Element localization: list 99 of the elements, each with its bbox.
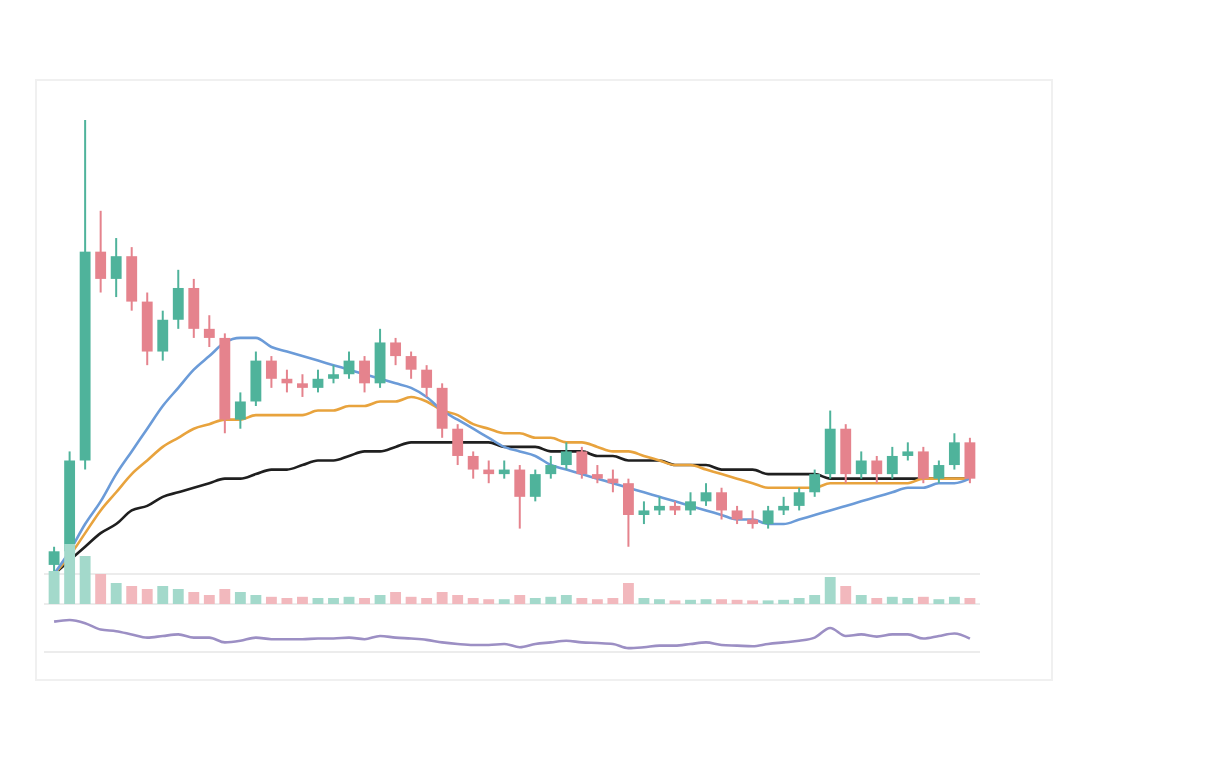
candlestick	[297, 373, 308, 398]
candlestick	[390, 336, 402, 367]
candlestick	[902, 441, 914, 462]
bar	[250, 595, 262, 604]
bar	[964, 598, 976, 604]
bar	[545, 596, 557, 604]
candlestick	[498, 459, 510, 480]
candlestick	[948, 432, 960, 471]
bar	[793, 598, 805, 604]
bar	[638, 598, 650, 604]
candlestick	[933, 459, 945, 485]
bar	[110, 583, 122, 604]
bar	[172, 589, 184, 604]
bar	[188, 592, 200, 604]
candlestick	[436, 382, 448, 439]
bar	[560, 595, 572, 604]
candlestick	[809, 468, 821, 498]
candlestick	[172, 268, 184, 330]
bar	[514, 595, 526, 604]
bar	[436, 592, 448, 604]
bar	[809, 595, 821, 604]
candlestick	[374, 327, 386, 389]
bar	[467, 598, 479, 604]
bar	[48, 571, 60, 604]
bar	[265, 596, 277, 604]
candlestick	[778, 495, 790, 516]
bar	[126, 586, 138, 604]
candlestick	[855, 450, 867, 480]
bar	[359, 598, 370, 604]
bar	[95, 574, 107, 604]
candlestick	[359, 355, 370, 394]
candlestick	[607, 468, 619, 494]
candlestick	[95, 209, 107, 294]
bar	[157, 586, 169, 604]
candlestick	[917, 445, 929, 485]
candlestick	[716, 486, 727, 521]
candlestick	[793, 486, 805, 512]
bar	[871, 598, 883, 604]
candlestick	[700, 482, 712, 507]
candlestick	[886, 445, 898, 480]
bar	[219, 589, 231, 604]
candlestick	[126, 246, 138, 312]
candlestick	[654, 495, 665, 516]
candlestick	[188, 277, 200, 339]
bar	[79, 556, 91, 604]
candlestick	[110, 237, 122, 299]
candlestick	[824, 409, 836, 480]
bar	[421, 598, 433, 604]
bar	[312, 598, 324, 604]
bar	[390, 592, 402, 604]
candlestick	[840, 423, 852, 485]
bar	[855, 595, 867, 604]
candlestick	[452, 423, 464, 467]
bar	[607, 598, 619, 604]
bar	[948, 596, 960, 604]
candlestick	[731, 504, 743, 526]
bar	[203, 595, 215, 604]
candlestick	[529, 468, 541, 503]
bar	[141, 589, 153, 604]
candlestick	[405, 350, 417, 380]
candlestick	[312, 368, 324, 394]
candlestick	[421, 364, 433, 398]
candlestick	[234, 391, 246, 430]
bar	[374, 595, 386, 604]
candlestick	[560, 441, 572, 471]
bar	[529, 598, 541, 604]
candlestick	[157, 309, 169, 362]
bar	[452, 595, 464, 604]
candlestick	[545, 454, 557, 480]
candlestick	[871, 454, 883, 485]
candlestick	[514, 464, 526, 530]
candlestick	[281, 368, 293, 394]
bar	[234, 592, 246, 604]
bar	[405, 596, 417, 604]
bar	[886, 596, 898, 604]
bar	[328, 598, 339, 604]
bar	[824, 577, 836, 604]
candlestick	[964, 436, 976, 485]
candlestick	[762, 504, 774, 530]
candlestick	[638, 500, 650, 526]
candlestick	[591, 464, 603, 485]
candlestick	[328, 364, 339, 385]
candlestick	[483, 459, 495, 485]
candlestick	[622, 477, 634, 548]
bar	[576, 598, 588, 604]
candlestick	[250, 350, 262, 408]
candlestick	[265, 355, 277, 389]
bar	[902, 598, 914, 604]
bar	[917, 596, 929, 604]
bar	[840, 586, 852, 604]
bar	[622, 583, 634, 604]
candlestick	[747, 509, 759, 530]
candlestick	[576, 445, 588, 480]
candlestick	[203, 314, 215, 348]
bar	[281, 598, 293, 604]
candlestick	[467, 450, 479, 480]
bar	[343, 596, 355, 604]
candlestick	[685, 491, 696, 516]
bar	[297, 596, 308, 604]
